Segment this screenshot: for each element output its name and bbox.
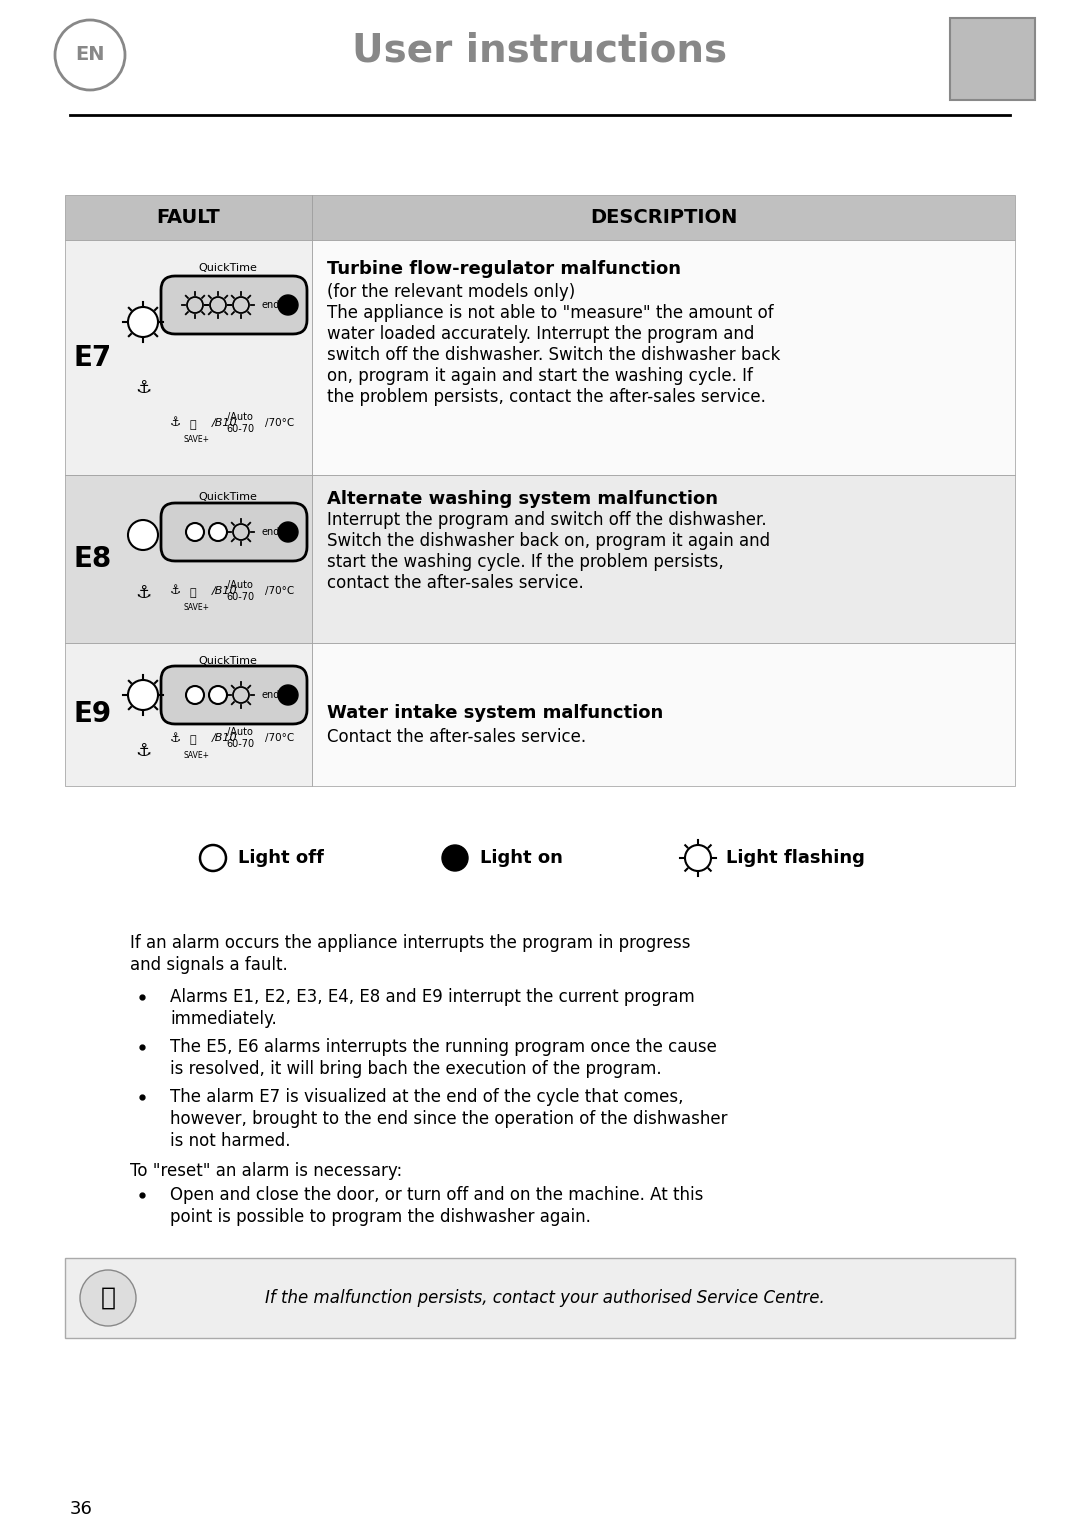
Text: ⚓: ⚓: [135, 584, 151, 602]
Text: Turbine flow-regulator malfunction: Turbine flow-regulator malfunction: [327, 260, 681, 278]
Circle shape: [186, 687, 204, 703]
FancyBboxPatch shape: [950, 18, 1035, 99]
Circle shape: [685, 846, 711, 872]
Text: /70°C: /70°C: [265, 417, 294, 428]
FancyBboxPatch shape: [65, 644, 312, 786]
Circle shape: [200, 846, 226, 872]
FancyBboxPatch shape: [312, 240, 1015, 476]
Text: /B10: /B10: [212, 586, 238, 596]
Text: /Auto
60-70: /Auto 60-70: [226, 728, 254, 749]
Text: ⚓: ⚓: [135, 379, 151, 398]
Text: Water intake system malfunction: Water intake system malfunction: [327, 705, 663, 723]
Text: If an alarm occurs the appliance interrupts the program in progress: If an alarm occurs the appliance interru…: [130, 934, 690, 953]
Text: point is possible to program the dishwasher again.: point is possible to program the dishwas…: [170, 1208, 591, 1226]
Text: Interrupt the program and switch off the dishwasher.: Interrupt the program and switch off the…: [327, 511, 767, 529]
Text: ⚓: ⚓: [170, 731, 180, 745]
Text: end: end: [261, 300, 280, 310]
Text: ⚓: ⚓: [135, 742, 151, 760]
Text: ⚓: ⚓: [170, 584, 180, 598]
Circle shape: [278, 685, 298, 705]
Text: 🔧: 🔧: [100, 1286, 116, 1310]
Text: /70°C: /70°C: [265, 586, 294, 596]
Text: DESCRIPTION: DESCRIPTION: [590, 208, 738, 226]
Text: switch off the dishwasher. Switch the dishwasher back: switch off the dishwasher. Switch the di…: [327, 346, 781, 364]
Text: is resolved, it will bring bach the execution of the program.: is resolved, it will bring bach the exec…: [170, 1060, 662, 1078]
Circle shape: [278, 295, 298, 315]
FancyBboxPatch shape: [312, 644, 1015, 786]
Text: 💡: 💡: [190, 735, 197, 745]
Text: QuickTime: QuickTime: [199, 263, 257, 274]
Text: Open and close the door, or turn off and on the machine. At this: Open and close the door, or turn off and…: [170, 1187, 703, 1203]
Text: Light flashing: Light flashing: [726, 849, 865, 867]
Text: SAVE+: SAVE+: [184, 604, 210, 613]
Text: 36: 36: [70, 1500, 93, 1518]
Text: SAVE+: SAVE+: [184, 436, 210, 445]
Text: 💡: 💡: [190, 420, 197, 430]
FancyBboxPatch shape: [65, 476, 312, 644]
Text: To "reset" an alarm is necessary:: To "reset" an alarm is necessary:: [130, 1162, 402, 1180]
Text: start the washing cycle. If the problem persists,: start the washing cycle. If the problem …: [327, 553, 724, 570]
FancyBboxPatch shape: [65, 196, 312, 240]
Text: however, brought to the end since the operation of the dishwasher: however, brought to the end since the op…: [170, 1110, 728, 1128]
Circle shape: [129, 680, 158, 709]
Text: Light on: Light on: [480, 849, 563, 867]
Circle shape: [129, 520, 158, 550]
Text: Switch the dishwasher back on, program it again and: Switch the dishwasher back on, program i…: [327, 532, 770, 550]
FancyBboxPatch shape: [65, 240, 312, 476]
Text: The alarm E7 is visualized at the end of the cycle that comes,: The alarm E7 is visualized at the end of…: [170, 1089, 684, 1105]
Text: and signals a fault.: and signals a fault.: [130, 956, 287, 974]
Circle shape: [186, 523, 204, 541]
Circle shape: [80, 1271, 136, 1326]
Text: /B10: /B10: [212, 417, 238, 428]
Text: QuickTime: QuickTime: [199, 492, 257, 502]
FancyBboxPatch shape: [312, 196, 1015, 240]
Text: (for the relevant models only): (for the relevant models only): [327, 283, 576, 301]
Text: water loaded accurately. Interrupt the program and: water loaded accurately. Interrupt the p…: [327, 326, 754, 342]
FancyBboxPatch shape: [161, 503, 307, 561]
Text: contact the after-sales service.: contact the after-sales service.: [327, 573, 584, 592]
Text: QuickTime: QuickTime: [199, 656, 257, 667]
Circle shape: [129, 307, 158, 336]
Text: If the malfunction persists, contact your authorised Service Centre.: If the malfunction persists, contact you…: [265, 1289, 825, 1307]
Text: E7: E7: [73, 344, 112, 372]
Text: Alarms E1, E2, E3, E4, E8 and E9 interrupt the current program: Alarms E1, E2, E3, E4, E8 and E9 interru…: [170, 988, 694, 1006]
Text: FAULT: FAULT: [157, 208, 220, 226]
Text: end: end: [261, 690, 280, 700]
FancyBboxPatch shape: [312, 476, 1015, 644]
FancyBboxPatch shape: [65, 1258, 1015, 1338]
Circle shape: [442, 846, 468, 872]
Text: /70°C: /70°C: [265, 732, 294, 743]
Text: The E5, E6 alarms interrupts the running program once the cause: The E5, E6 alarms interrupts the running…: [170, 1038, 717, 1057]
Text: Contact the after-sales service.: Contact the after-sales service.: [327, 728, 586, 746]
Text: E8: E8: [73, 544, 112, 573]
Text: /Auto
60-70: /Auto 60-70: [226, 579, 254, 602]
Text: The appliance is not able to "measure" the amount of: The appliance is not able to "measure" t…: [327, 304, 773, 323]
Text: 💡: 💡: [190, 589, 197, 598]
Text: on, program it again and start the washing cycle. If: on, program it again and start the washi…: [327, 367, 753, 385]
Circle shape: [210, 523, 227, 541]
Text: E9: E9: [73, 700, 112, 728]
FancyBboxPatch shape: [161, 277, 307, 333]
Circle shape: [210, 687, 227, 703]
Text: end: end: [261, 528, 280, 537]
Text: is not harmed.: is not harmed.: [170, 1131, 291, 1150]
FancyBboxPatch shape: [161, 667, 307, 725]
Text: User instructions: User instructions: [352, 31, 728, 69]
Text: immediately.: immediately.: [170, 1011, 276, 1027]
Text: the problem persists, contact the after-sales service.: the problem persists, contact the after-…: [327, 388, 766, 407]
Text: /Auto
60-70: /Auto 60-70: [226, 413, 254, 434]
Text: Alternate washing system malfunction: Alternate washing system malfunction: [327, 489, 718, 508]
Text: Light off: Light off: [238, 849, 324, 867]
Text: SAVE+: SAVE+: [184, 751, 210, 760]
Circle shape: [278, 521, 298, 541]
Text: EN: EN: [76, 46, 105, 64]
Text: /B10: /B10: [212, 732, 238, 743]
Text: ⚓: ⚓: [170, 416, 180, 430]
